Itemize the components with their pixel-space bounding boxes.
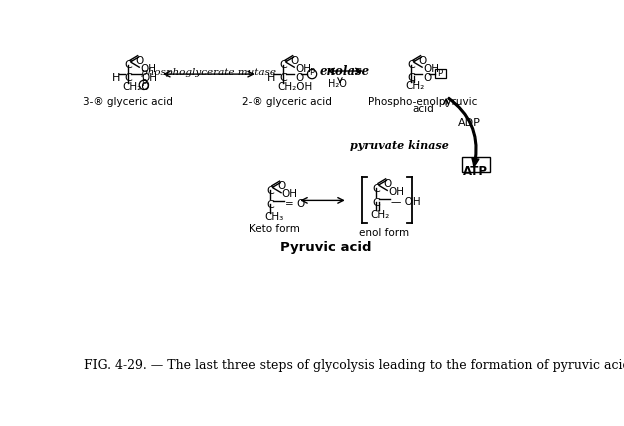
Text: P: P bbox=[310, 68, 314, 77]
Text: O: O bbox=[423, 72, 431, 83]
FancyArrowPatch shape bbox=[448, 98, 479, 167]
Text: ADP: ADP bbox=[458, 118, 480, 128]
Text: phosphoglycerate mutase: phosphoglycerate mutase bbox=[142, 68, 276, 77]
Text: O: O bbox=[383, 178, 391, 189]
Text: OH: OH bbox=[142, 72, 157, 83]
Text: 3-® glyceric acid: 3-® glyceric acid bbox=[84, 97, 173, 107]
Text: C: C bbox=[266, 186, 274, 196]
Bar bbox=[434, 69, 446, 79]
Text: = O: = O bbox=[285, 199, 305, 209]
Text: OH: OH bbox=[388, 186, 404, 196]
Text: Phospho-enolpyruvic: Phospho-enolpyruvic bbox=[368, 97, 477, 107]
Text: CH₂: CH₂ bbox=[370, 209, 389, 219]
Text: C: C bbox=[373, 183, 380, 193]
Text: P: P bbox=[437, 69, 442, 78]
Text: enol form: enol form bbox=[359, 228, 409, 238]
Text: C: C bbox=[407, 72, 415, 83]
Text: acid: acid bbox=[412, 104, 434, 114]
Text: O: O bbox=[418, 56, 426, 66]
Text: pyruvate kinase: pyruvate kinase bbox=[350, 139, 449, 150]
Text: H: H bbox=[112, 72, 120, 83]
Text: OH: OH bbox=[296, 64, 312, 74]
Text: Pyruvic acid: Pyruvic acid bbox=[280, 241, 372, 254]
Text: O: O bbox=[135, 56, 144, 66]
Text: OH: OH bbox=[141, 64, 157, 74]
Text: C: C bbox=[407, 60, 415, 70]
Text: H₂O: H₂O bbox=[328, 79, 347, 89]
Text: O: O bbox=[277, 181, 285, 191]
Text: C: C bbox=[280, 72, 287, 83]
Text: C: C bbox=[373, 197, 380, 207]
Text: OH: OH bbox=[424, 64, 440, 74]
Text: P: P bbox=[141, 79, 147, 88]
Bar bbox=[462, 157, 489, 173]
Text: Keto form: Keto form bbox=[250, 224, 300, 234]
Text: — OH: — OH bbox=[391, 196, 421, 206]
Text: C: C bbox=[280, 60, 287, 70]
Text: O: O bbox=[290, 56, 298, 66]
Text: 2-® glyceric acid: 2-® glyceric acid bbox=[242, 97, 332, 107]
Text: O: O bbox=[295, 72, 303, 83]
Text: enolase: enolase bbox=[319, 65, 369, 78]
Text: OH: OH bbox=[282, 189, 298, 199]
Text: C: C bbox=[125, 72, 132, 83]
Text: C: C bbox=[266, 199, 274, 209]
Text: CH₃: CH₃ bbox=[264, 212, 283, 222]
Text: H: H bbox=[267, 72, 275, 83]
Text: C: C bbox=[125, 60, 132, 70]
Text: CH₂O: CH₂O bbox=[122, 82, 150, 92]
Text: ATP: ATP bbox=[463, 165, 488, 178]
Text: FIG. 4-29. — The last three steps of glycolysis leading to the formation of pyru: FIG. 4-29. — The last three steps of gly… bbox=[84, 358, 624, 371]
Text: CH₂: CH₂ bbox=[405, 81, 424, 91]
Text: CH₂OH: CH₂OH bbox=[277, 82, 313, 92]
